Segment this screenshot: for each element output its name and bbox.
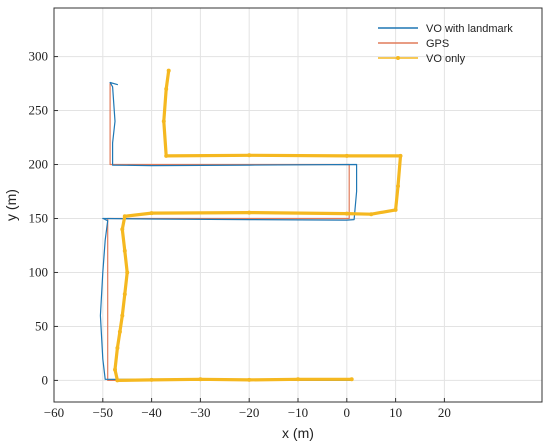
x-tick-label: −50 [93,405,113,420]
y-tick-label: 0 [42,372,49,387]
y-tick-label: 150 [29,210,49,225]
y-tick-label: 200 [29,157,49,172]
series-point-vo-only [115,378,120,383]
x-tick-label: 10 [389,405,402,420]
y-tick-label: 300 [29,49,49,64]
series-point-vo-only [296,377,300,382]
series-point-vo-only [122,292,127,297]
series-point-vo-only [393,207,398,212]
series-point-vo-only [164,87,169,91]
series-point-vo-only [113,367,117,372]
y-tick-label: 100 [29,264,49,279]
plot-series [99,68,403,383]
series-point-vo-only [122,248,127,253]
x-tick-label: 0 [344,405,351,420]
series-point-vo-only [198,377,203,382]
series-line-gps [107,83,353,381]
legend-marker-vo-only [396,56,400,60]
x-ticks: −60 −50 −40 −30 −20 −10 0 10 20 [44,398,451,420]
series-point-vo-only [247,153,252,158]
legend: VO with landmark GPS VO only [378,23,513,65]
series-point-vo-only [247,377,252,382]
series-point-vo-only [120,227,125,232]
series-point-vo-only [344,153,349,158]
x-tick-label: −60 [44,405,64,420]
series-point-vo-only [349,377,354,382]
series-point-vo-only [369,212,374,217]
series-point-vo-only [149,211,154,216]
series-point-vo-only [164,153,169,158]
series-point-vo-only [247,210,252,215]
series-point-vo-only [398,153,403,158]
y-ticks: 0 50 100 150 200 250 300 [29,49,58,387]
series-point-vo-only [125,270,130,275]
y-axis-label: y (m) [3,189,19,221]
x-tick-label: −30 [190,405,210,420]
y-tick-label: 250 [29,103,49,118]
series-line-vo-with-landmark [99,81,358,381]
series-point-vo-only [120,313,125,318]
series-point-vo-only [396,184,400,189]
x-tick-label: −10 [288,405,308,420]
series-point-vo-only [115,346,120,350]
legend-label-vo-with-landmark: VO with landmark [426,23,513,35]
legend-label-vo-only: VO only [426,53,466,65]
series-point-vo-only [344,211,349,216]
x-tick-label: −20 [239,405,259,420]
series-point-vo-only [161,119,166,124]
series-point-vo-only [149,377,154,382]
series-point-vo-only [117,329,122,334]
series-point-vo-only [166,68,171,73]
x-tick-label: 20 [438,405,451,420]
y-tick-label: 50 [35,318,48,333]
legend-label-gps: GPS [426,38,449,50]
x-tick-label: −40 [141,405,161,420]
series-point-vo-only [122,214,127,219]
x-axis-label: x (m) [282,425,314,441]
series-line-vo-only [113,69,403,382]
